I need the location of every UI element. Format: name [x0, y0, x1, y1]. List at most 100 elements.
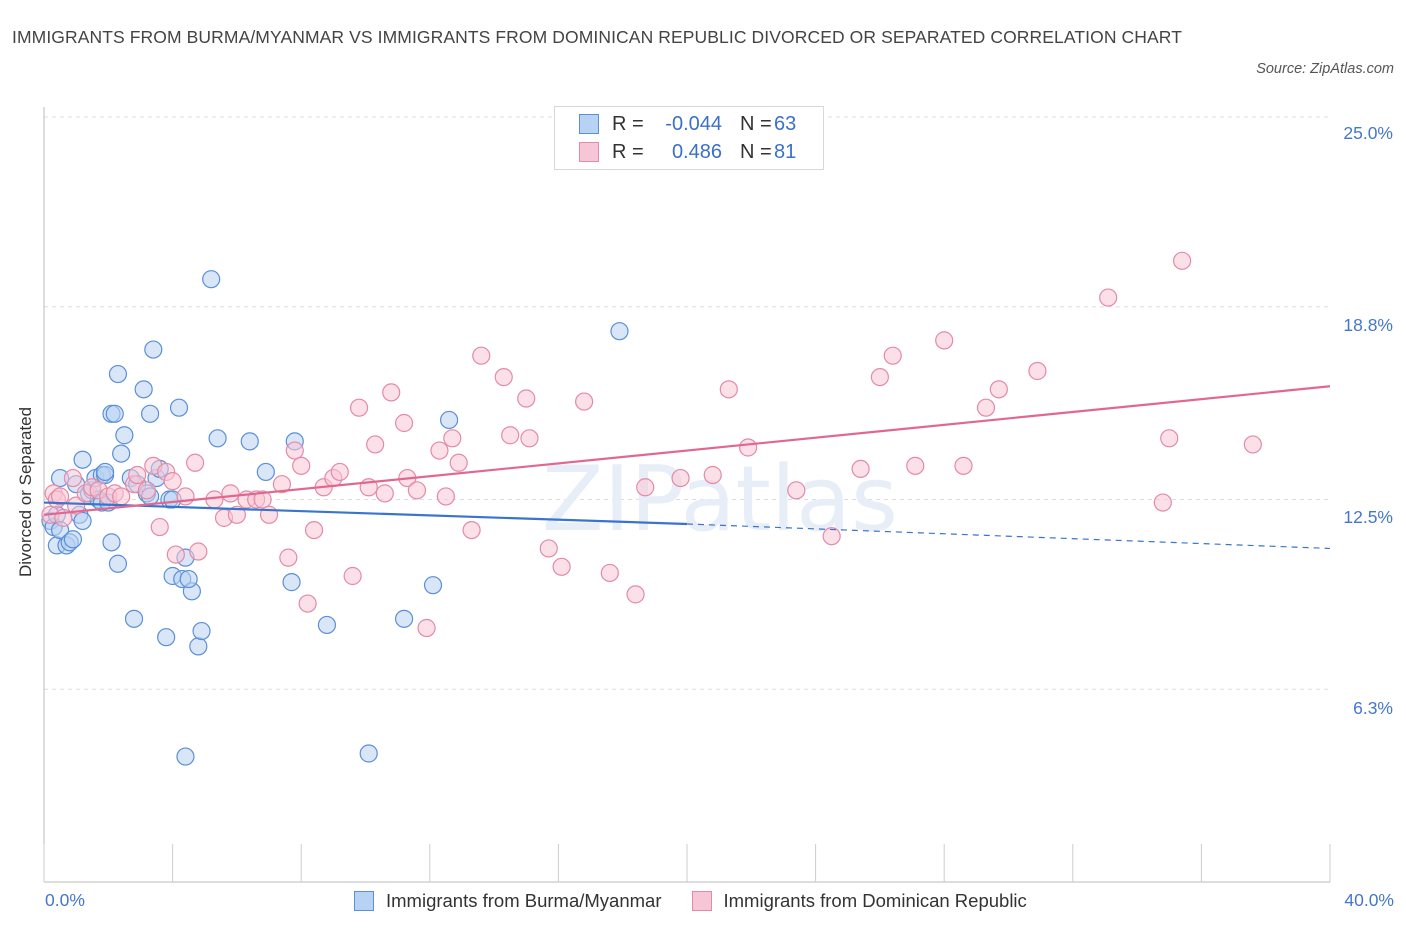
- dominican-point: [1028, 361, 1047, 381]
- dominican-point: [330, 462, 349, 482]
- legend-n-label: N =: [740, 112, 772, 135]
- dominican-point: [449, 453, 468, 472]
- burma-point: [208, 429, 227, 448]
- dominican-point: [253, 490, 272, 509]
- dominican-point: [883, 346, 902, 365]
- correlation-legend: R = -0.044 N = 63 R = 0.486 N = 81: [554, 106, 824, 170]
- burma-point: [192, 621, 211, 641]
- burma-point: [102, 533, 121, 552]
- dominican-point: [501, 426, 520, 445]
- burma-point: [73, 511, 92, 531]
- dominican-point: [575, 392, 594, 411]
- dominican-point: [128, 465, 147, 485]
- burma-point: [108, 554, 128, 573]
- y-tick-label: 18.8%: [1343, 315, 1393, 335]
- legend-swatch-blue: [579, 114, 599, 134]
- legend-r-label: R =: [612, 112, 644, 135]
- trend-lines: [43, 385, 1331, 550]
- dominican-point: [186, 453, 205, 472]
- burma-point: [202, 270, 221, 289]
- series-dominican-points: [41, 251, 1262, 638]
- dominican-point: [189, 542, 208, 561]
- dominican-point: [150, 517, 169, 537]
- dominican-point: [298, 594, 317, 613]
- legend-swatch-blue: [354, 891, 374, 911]
- burma-point: [140, 404, 160, 423]
- burma-point: [112, 444, 131, 463]
- burma-point: [95, 462, 115, 482]
- dominican-trend-line: [43, 385, 1331, 516]
- dominican-point: [787, 481, 806, 500]
- burma-point: [63, 530, 83, 549]
- x-tick-label-min: 0.0%: [45, 890, 85, 910]
- dominican-point: [304, 520, 324, 540]
- dominican-point: [626, 585, 645, 604]
- burma-point: [73, 450, 92, 469]
- dominican-point: [137, 481, 156, 500]
- burma-point: [105, 404, 124, 423]
- dominican-point: [112, 487, 131, 506]
- dominican-point: [366, 435, 385, 454]
- legend-row-burma: R = -0.044 N = 63: [579, 111, 796, 137]
- legend-row-dominican: R = 0.486 N = 81: [579, 139, 796, 165]
- dominican-point: [417, 618, 436, 638]
- burma-point: [176, 747, 195, 766]
- dominican-point: [227, 505, 246, 524]
- burma-point: [144, 340, 163, 359]
- dominican-point: [1153, 493, 1172, 512]
- dominican-point: [719, 380, 738, 399]
- burma-point: [108, 364, 128, 384]
- dominican-point: [1160, 429, 1179, 448]
- dominican-point: [517, 389, 536, 408]
- legend-swatch-pink: [579, 142, 599, 162]
- dominican-point: [539, 539, 558, 558]
- series-legend-label: Immigrants from Burma/Myanmar: [386, 890, 662, 911]
- dominican-point: [822, 527, 841, 546]
- legend-r-label: R =: [612, 140, 644, 163]
- source-label: Source: ZipAtlas.com: [1256, 61, 1394, 77]
- dominican-point: [703, 465, 722, 485]
- dominican-point: [906, 456, 925, 475]
- burma-point: [282, 573, 301, 592]
- dominican-point: [954, 456, 973, 475]
- watermark: ZIPatlas: [542, 447, 898, 552]
- dominican-point: [851, 459, 870, 478]
- y-axis-label: Divorced or Separated: [16, 406, 35, 577]
- burma-point: [189, 637, 208, 656]
- dominican-point: [349, 398, 369, 417]
- dominican-point: [67, 496, 86, 515]
- dominican-point: [163, 472, 182, 491]
- series-legend-label: Immigrants from Dominican Republic: [723, 890, 1027, 911]
- dominican-point: [462, 520, 481, 540]
- burma-point: [359, 744, 378, 763]
- y-tick-label: 6.3%: [1353, 698, 1393, 718]
- burma-point: [124, 609, 144, 628]
- dominican-point: [976, 398, 996, 417]
- burma-trend-line-extrapolated: [686, 523, 1331, 550]
- x-tick-label-max: 40.0%: [1344, 890, 1394, 910]
- legend-r-value: 0.486: [671, 140, 722, 163]
- dominican-point: [494, 368, 513, 387]
- legend-n-value: 81: [774, 140, 797, 163]
- burma-point: [256, 462, 275, 482]
- legend-r-value: -0.044: [665, 112, 722, 135]
- dominican-point: [870, 368, 890, 387]
- dominican-point: [436, 487, 455, 506]
- y-tick-label: 25.0%: [1343, 123, 1393, 143]
- series-burma-points: [41, 270, 629, 766]
- dominican-point: [671, 468, 690, 488]
- dominican-point: [989, 380, 1008, 399]
- dominican-point: [1173, 251, 1192, 270]
- series-legend: Immigrants from Burma/Myanmar Immigrants…: [354, 890, 1057, 912]
- y-tick-label: 12.5%: [1343, 507, 1393, 527]
- dominican-point: [221, 484, 240, 503]
- dominican-point: [738, 438, 758, 457]
- legend-n-label: N =: [740, 140, 772, 163]
- series-legend-item-dominican: Immigrants from Dominican Republic: [691, 890, 1027, 912]
- dominican-point: [1243, 435, 1262, 454]
- dominican-point: [272, 475, 292, 494]
- burma-point: [610, 322, 629, 341]
- burma-point: [169, 398, 189, 417]
- burma-trend-line: [43, 501, 688, 526]
